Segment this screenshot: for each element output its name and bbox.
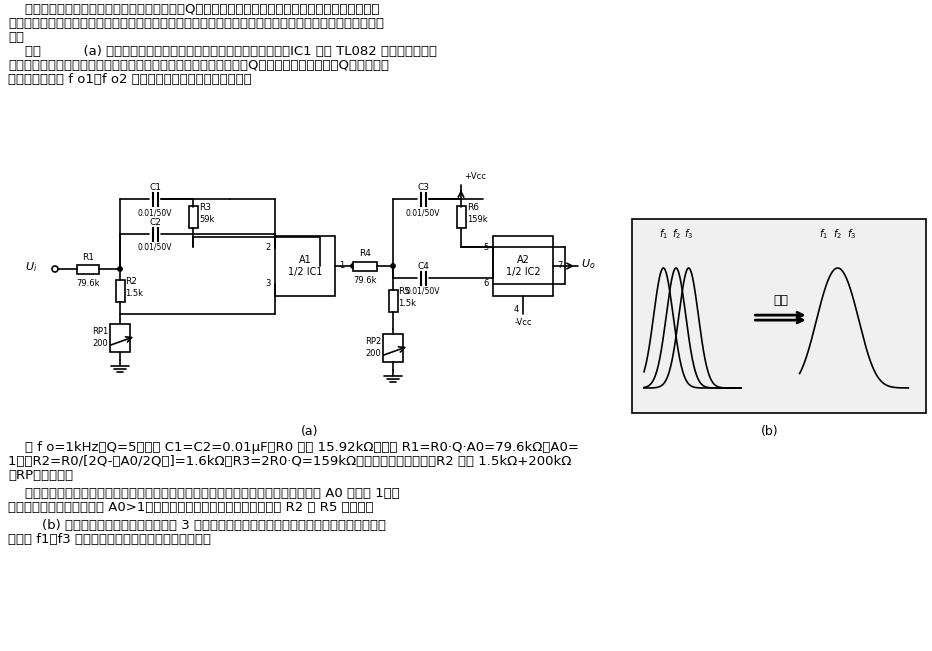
Circle shape [350, 264, 355, 268]
Text: 0.01/50V: 0.01/50V [138, 243, 172, 252]
Bar [383, 334, 403, 362]
Text: 4: 4 [514, 305, 519, 314]
Text: 有一定的平坦部分要使两级谐振频率产生若干偏离，偏离多少取决于Q值和平坦部分的要求。Q值增大时，: 有一定的平坦部分要使两级谐振频率产生若干偏离，偏离多少取决于Q值和平坦部分的要求… [8, 59, 389, 72]
Text: 要把下降部分考虑进去，取 A0>1。同时必须改变与谐振频率有关的参数 R2 和 R5 的阻值。: 要把下降部分考虑进去，取 A0>1。同时必须改变与谐振频率有关的参数 R2 和 … [8, 501, 374, 514]
Text: C1: C1 [149, 183, 161, 192]
Text: 200: 200 [365, 350, 381, 359]
Text: $f_2$: $f_2$ [672, 227, 680, 241]
Bar [116, 280, 125, 302]
Text: 1: 1 [339, 262, 344, 271]
Text: A2
1/2 IC2: A2 1/2 IC2 [506, 255, 541, 277]
Text: 0.01/50V: 0.01/50V [405, 287, 440, 296]
Text: RP1: RP1 [91, 327, 108, 337]
Bar [110, 324, 130, 352]
Text: R2: R2 [125, 277, 137, 286]
Text: （RP）的形式。: （RP）的形式。 [8, 469, 73, 482]
Text: $U_o$: $U_o$ [581, 257, 596, 271]
Text: 设 f o=1kHz，Q=5，如果 C1=C2=0.01μF，R0 则为 15.92kΩ，所以 R1=R0·Q·A0=79.6kΩ（A0=: 设 f o=1kHz，Q=5，如果 C1=C2=0.01μF，R0 则为 15.… [8, 441, 579, 454]
Text: R3: R3 [199, 202, 211, 212]
Bar [457, 206, 465, 228]
Text: 79.6k: 79.6k [353, 276, 377, 285]
Text: 5: 5 [484, 243, 489, 253]
Text: 合成: 合成 [773, 294, 788, 307]
Text: 如图          (a) 所示，本电路把两个多重反馈带通滤波器进行级联。IC1 选用 TL082 型。为了使特性: 如图 (a) 所示，本电路把两个多重反馈带通滤波器进行级联。IC1 选用 TL0… [8, 45, 437, 58]
Text: 7: 7 [557, 262, 562, 271]
Text: R4: R4 [359, 249, 371, 258]
Text: 1.5k: 1.5k [125, 288, 143, 298]
Circle shape [117, 267, 122, 271]
Text: $f_3$: $f_3$ [847, 227, 857, 241]
Bar [493, 236, 553, 296]
Text: R5: R5 [398, 286, 410, 296]
Text: $U_i$: $U_i$ [25, 260, 37, 274]
Text: 159k: 159k [467, 214, 487, 223]
Text: 1），R2=R0/[2Q-（A0/2Q）]=1.6kΩ，R3=2R0·Q=159kΩ。为了微调谐振频率，R2 采用 1.5kΩ+200kΩ: 1），R2=R0/[2Q-（A0/2Q）]=1.6kΩ，R3=2R0·Q=159… [8, 455, 571, 468]
Text: C2: C2 [149, 218, 161, 227]
Text: 0.01/50V: 0.01/50V [405, 208, 440, 217]
Bar [632, 219, 926, 413]
Bar [275, 236, 335, 296]
Text: 如两级的谐振频率偏离较大，合成的特性就会发生变化、通带的增益也会下降，所以 A0 不能取 1，而: 如两级的谐振频率偏离较大，合成的特性就会发生变化、通带的增益也会下降，所以 A0… [8, 487, 400, 500]
Bar [389, 290, 398, 312]
Text: RP2: RP2 [364, 337, 381, 346]
Text: 200: 200 [92, 340, 108, 348]
Text: -Vcc: -Vcc [514, 318, 532, 327]
Text: 79.6k: 79.6k [76, 279, 100, 288]
Text: 59k: 59k [199, 214, 214, 223]
Text: +Vcc: +Vcc [464, 172, 486, 181]
Text: 6: 6 [484, 279, 489, 288]
Text: $f_1$: $f_1$ [819, 227, 828, 241]
Text: (a): (a) [301, 425, 319, 438]
Text: 带通滤波器为了获得锐衰减特性而采用较大的Q值。当需要缩小通带宽度，只取某种程度的频带和衰: 带通滤波器为了获得锐衰减特性而采用较大的Q值。当需要缩小通带宽度，只取某种程度的… [8, 3, 379, 16]
Circle shape [391, 264, 395, 268]
Text: C4: C4 [417, 262, 429, 271]
Text: $f_1$: $f_1$ [659, 227, 668, 241]
Text: 1.5k: 1.5k [398, 299, 416, 307]
Text: $f_2$: $f_2$ [833, 227, 843, 241]
Text: (b) 为参差调谐方式示意，它采用了 3 个具有谐振特性的滤波器进行级联，以扩大平坦带宽。: (b) 为参差调谐方式示意，它采用了 3 个具有谐振特性的滤波器进行级联，以扩大… [8, 519, 386, 532]
Text: (b): (b) [761, 425, 779, 438]
Text: 减度时，则可采用双调谐电路（把多级调谐电路进行参差调谐）。本电路为可扩大通带宽度的有源双调谐电: 减度时，则可采用双调谐电路（把多级调谐电路进行参差调谐）。本电路为可扩大通带宽度… [8, 17, 384, 30]
Text: 路。: 路。 [8, 31, 24, 44]
Bar [353, 262, 377, 271]
Bar [77, 264, 99, 273]
Text: C3: C3 [417, 183, 429, 192]
Text: 如两级谐振频率 f o1、f o2 不靠近，特性的平坦度就会变差。: 如两级谐振频率 f o1、f o2 不靠近，特性的平坦度就会变差。 [8, 73, 252, 86]
Text: 3: 3 [266, 279, 271, 288]
Text: 2: 2 [266, 243, 271, 253]
Text: 0.01/50V: 0.01/50V [138, 208, 172, 217]
Text: A1
1/2 IC1: A1 1/2 IC1 [288, 255, 322, 277]
Text: 显然如 f1～f3 各频率间隔过大，平坦特性则会下降。: 显然如 f1～f3 各频率间隔过大，平坦特性则会下降。 [8, 533, 211, 546]
Text: R6: R6 [467, 202, 479, 212]
Bar [188, 206, 198, 228]
Text: R1: R1 [82, 253, 94, 262]
Text: $f_3$: $f_3$ [684, 227, 693, 241]
